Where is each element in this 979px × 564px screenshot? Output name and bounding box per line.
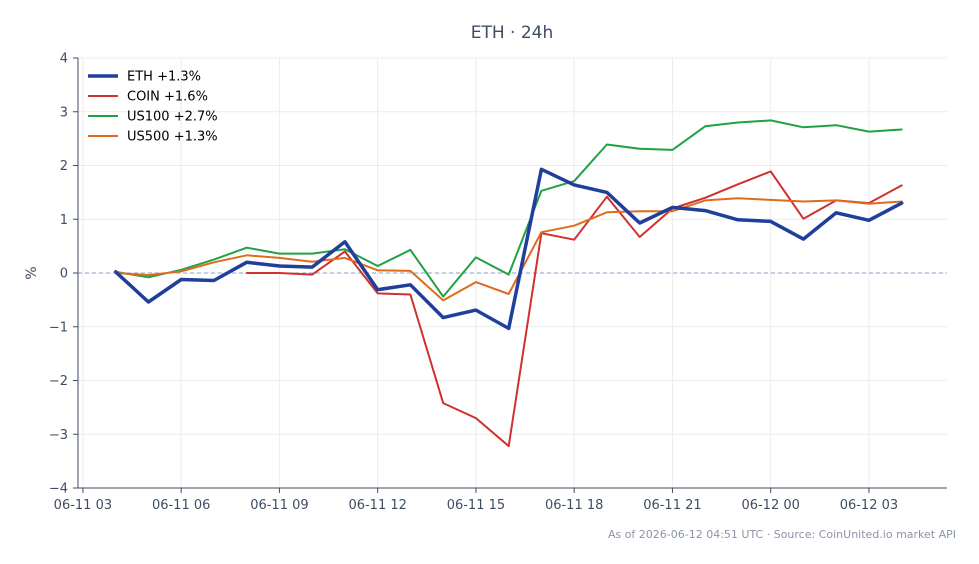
- x-tick-label: 06-11 21: [643, 498, 701, 513]
- y-axis-label: %: [24, 266, 40, 279]
- y-tick-label: 1: [60, 213, 68, 228]
- series-line-eth: [113, 167, 904, 331]
- y-tick-label: −2: [49, 374, 68, 389]
- legend-label-us500: US500 +1.3%: [127, 130, 218, 145]
- x-tick-label: 06-11 09: [250, 498, 308, 513]
- y-tick-label: 2: [60, 159, 68, 174]
- y-tick-label: −1: [49, 320, 68, 335]
- x-tick-label: 06-11 18: [545, 498, 603, 513]
- legend-label-coin: COIN +1.6%: [127, 90, 208, 105]
- series-line-coin: [245, 170, 903, 448]
- legend-label-us100: US100 +2.7%: [127, 110, 218, 125]
- x-tick-label: 06-11 06: [152, 498, 210, 513]
- x-axis-ticks: 06-11 03 06-11 06 06-11 09 06-11 12 06-11 15…: [54, 488, 898, 513]
- y-tick-label: 4: [60, 52, 68, 67]
- x-tick-label: 06-11 15: [447, 498, 505, 513]
- series-line-us100: [114, 119, 903, 298]
- x-tick-label: 06-11 03: [54, 498, 112, 513]
- series-layer: [113, 119, 904, 448]
- legend: ETH +1.3% COIN +1.6% US100 +2.7% US500 +1.3…: [88, 70, 218, 145]
- y-tick-label: 0: [60, 267, 68, 282]
- footnote: As of 2026-06-12 04:51 UTC · Source: Coi…: [608, 528, 956, 541]
- y-tick-label: −3: [49, 428, 68, 443]
- x-tick-label: 06-12 00: [741, 498, 799, 513]
- y-tick-label: −4: [49, 482, 68, 497]
- chart-title: ETH · 24h: [471, 23, 554, 43]
- x-tick-label: 06-11 12: [348, 498, 406, 513]
- y-tick-label: 3: [60, 105, 68, 120]
- x-tick-label: 06-12 03: [840, 498, 898, 513]
- y-axis-ticks: −4 −3 −2 −1 0 1 2 3 4: [49, 52, 78, 497]
- legend-label-eth: ETH +1.3%: [127, 70, 201, 85]
- series-line-us500: [114, 197, 903, 302]
